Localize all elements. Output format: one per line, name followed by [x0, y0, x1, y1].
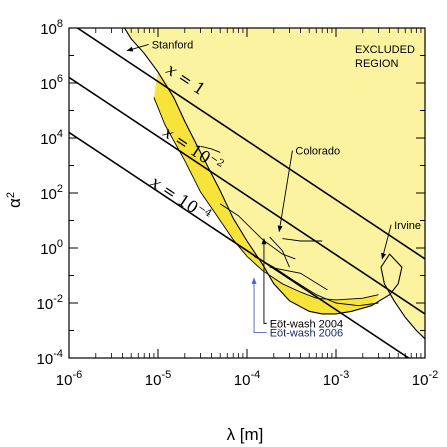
annotation-arrow-2: [381, 224, 392, 260]
y-axis-title-exp: 2: [5, 192, 17, 198]
y-tick-base: 10: [40, 76, 57, 93]
x-tick-exp: -2: [428, 369, 438, 381]
annotation-label-1: Colorado: [295, 146, 340, 158]
y-tick-exp: 6: [57, 73, 63, 85]
y-tick-base: 10: [40, 21, 57, 38]
x-tick-label: 10-3: [323, 369, 349, 389]
annotation-arrow-0: [126, 44, 149, 52]
x-tick-base: 10: [56, 372, 73, 389]
x-tick-exp: -6: [72, 369, 82, 381]
y-tick-label: 106: [40, 73, 63, 93]
annotation-arrow-1: [277, 150, 293, 233]
x-tick-base: 10: [323, 372, 340, 389]
y-axis-title: α2: [5, 192, 24, 208]
y-tick-exp: 4: [57, 128, 63, 140]
constraint-curve-2: [200, 145, 221, 153]
colorado-curve-lower: [269, 266, 328, 291]
excluded-region-fill: [124, 28, 425, 358]
y-tick-base: 10: [37, 296, 54, 313]
excluded-boundary-curve: [124, 28, 425, 340]
y-axis-title-base: α: [5, 198, 24, 208]
y-tick-label: 100: [40, 238, 63, 258]
x-tick-base: 10: [234, 372, 251, 389]
diagonal-line-2: [69, 131, 411, 358]
y-tick-label: 102: [40, 183, 63, 203]
y-tick-exp: -4: [53, 348, 63, 360]
diagonal-line-1: [69, 76, 425, 315]
y-tick-exp: 8: [57, 18, 63, 30]
eotwash-2006-curve: [153, 97, 379, 301]
x-tick-label: 10-5: [145, 369, 171, 389]
y-tick-label: 108: [40, 18, 63, 38]
x-tick-exp: -5: [161, 369, 171, 381]
annotation-label-0: Stanford: [152, 39, 194, 51]
annotation-label-4: Eöt-wash 2006: [270, 328, 343, 340]
excluded-region-label: REGION: [355, 58, 398, 70]
x-tick-label: 10-2: [412, 369, 438, 389]
x-tick-exp: -4: [250, 369, 260, 381]
y-tick-base: 10: [40, 131, 57, 148]
x-tick-label: 10-6: [56, 369, 82, 389]
x-tick-label: 10-4: [234, 369, 260, 389]
y-tick-label: 10-2: [37, 293, 63, 313]
y-tick-base: 10: [40, 186, 57, 203]
diagonal-label-eq: = 10: [155, 177, 202, 217]
y-tick-base: 10: [40, 241, 57, 258]
y-tick-exp: 0: [57, 238, 63, 250]
diagonal-line-0: [75, 28, 425, 260]
y-tick-label: 10-4: [37, 348, 63, 368]
eotwash-2004-curve: [253, 255, 379, 307]
colorado-curve: [269, 236, 290, 268]
x-axis-title: λ [m]: [227, 425, 264, 444]
annotation-arrow-3: [261, 237, 267, 324]
y-tick-label: 104: [40, 128, 63, 148]
y-tick-exp: -2: [53, 293, 63, 305]
x-tick-base: 10: [412, 372, 429, 389]
excluded-region-label: EXCLUDED: [355, 44, 415, 56]
y-tick-base: 10: [37, 351, 54, 368]
annotation-label-2: Irvine: [394, 220, 421, 232]
annotation-arrow-4: [251, 277, 267, 334]
annotation-label-3: Eöt-wash 2004: [270, 318, 343, 330]
x-tick-base: 10: [145, 372, 162, 389]
x-tick-exp: -3: [339, 369, 349, 381]
y-tick-exp: 2: [57, 183, 63, 195]
